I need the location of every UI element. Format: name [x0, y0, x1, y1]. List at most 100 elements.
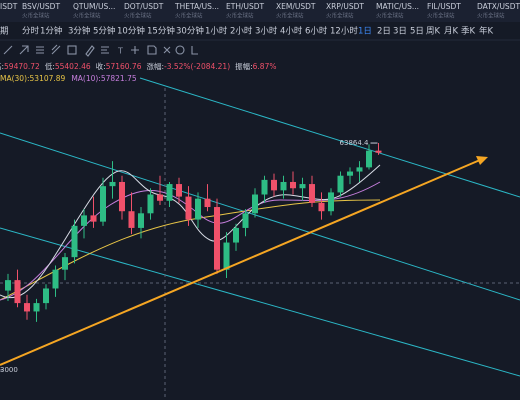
- tab-name[interactable]: DATX/USDT: [477, 2, 520, 11]
- tool-lock[interactable]: [191, 46, 198, 55]
- tool-pen[interactable]: [85, 45, 95, 57]
- tab-sub: 火币全球站: [427, 12, 455, 20]
- timeframe[interactable]: 季K: [461, 26, 476, 37]
- timeframe[interactable]: 15分钟: [147, 26, 175, 37]
- tool-channel[interactable]: [51, 44, 61, 55]
- candle-body: [280, 181, 287, 191]
- tool-line[interactable]: [3, 45, 13, 55]
- tab-sub: 火币全球站: [124, 12, 152, 20]
- timeframe[interactable]: 1小时: [205, 26, 228, 37]
- high-label: 63864.4: [340, 139, 369, 147]
- tool-rect[interactable]: [67, 45, 77, 55]
- candle-body: [223, 242, 230, 270]
- tab-name[interactable]: ISDT: [0, 2, 18, 11]
- timeframe[interactable]: 3日: [393, 27, 407, 37]
- channel-line: [139, 77, 520, 198]
- tab-name[interactable]: THETA/US...: [174, 2, 219, 11]
- candle-body: [290, 181, 296, 189]
- candle-body: [375, 150, 382, 153]
- tool-clear[interactable]: [163, 46, 171, 54]
- timeframe[interactable]: 3小时: [255, 26, 278, 37]
- candle-body: [119, 181, 125, 212]
- stat-value: -3.52%(-2084.21): [164, 62, 230, 71]
- timeframe[interactable]: 分时: [22, 26, 40, 37]
- candle-body: [109, 181, 116, 187]
- tab-bar: [0, 0, 520, 22]
- tab-name[interactable]: BSV/USDT: [22, 2, 60, 11]
- tab-name[interactable]: QTUM/US...: [73, 2, 115, 11]
- candle-body: [299, 184, 306, 189]
- candle-body: [328, 192, 334, 212]
- timeframe[interactable]: 5日: [410, 27, 424, 37]
- stat-label: 低:: [45, 61, 55, 71]
- timeframe[interactable]: 5分钟: [93, 26, 115, 37]
- tool-fib[interactable]: [101, 46, 109, 54]
- timeframe[interactable]: 2日: [377, 27, 391, 37]
- stat-label: 高:: [0, 61, 4, 71]
- candle-body: [309, 184, 315, 203]
- timeframe[interactable]: 2小时: [230, 26, 253, 37]
- tool-save[interactable]: [147, 45, 157, 55]
- ma-label: MA(30):53107.89: [0, 74, 66, 83]
- tab-name[interactable]: MATIC/US...: [376, 2, 419, 11]
- trend-arrow: [0, 156, 488, 366]
- tab-sub: 火币全球站: [326, 12, 354, 20]
- stat: 高:59470.72: [0, 61, 40, 71]
- timeframe[interactable]: 期: [0, 27, 9, 37]
- candle-body: [100, 186, 106, 222]
- timeframe[interactable]: 1日: [358, 27, 372, 37]
- tool-text[interactable]: T: [117, 47, 123, 56]
- timeframe[interactable]: 30分钟: [176, 26, 204, 37]
- tab-sub: 火币全球站: [226, 12, 254, 20]
- ma-label: MA(10):57821.75: [71, 74, 137, 83]
- tab-sub: 火币全球站: [477, 12, 505, 20]
- timeframe[interactable]: 12小时: [330, 26, 358, 37]
- stat: 振幅:6.87%: [235, 61, 276, 71]
- timeframe[interactable]: 周K: [426, 27, 441, 37]
- candle-body: [337, 175, 344, 193]
- timeframe[interactable]: 年K: [479, 26, 494, 37]
- stat-label: 振幅:: [235, 61, 253, 71]
- timeframe[interactable]: 月K: [444, 27, 459, 37]
- candle-body: [52, 269, 59, 289]
- stat: 涨幅:-3.52%(-2084.21): [146, 61, 230, 71]
- ma5-line: [0, 164, 381, 299]
- timeframe[interactable]: 4小时: [280, 26, 303, 37]
- candle-body: [185, 196, 192, 220]
- candle-body: [356, 167, 363, 172]
- candle-body: [366, 150, 372, 168]
- tab-sub: 火币全球站: [22, 12, 50, 20]
- tool-hline[interactable]: [36, 46, 44, 54]
- tab-name[interactable]: XEM/USDT: [276, 2, 316, 11]
- stat-value: 57160.76: [106, 62, 142, 71]
- stat: 低:55402.46: [45, 61, 91, 71]
- tool-measure[interactable]: [131, 46, 139, 54]
- candle-body: [195, 198, 201, 220]
- stat-value: 55402.46: [55, 62, 91, 71]
- timeframe[interactable]: 3分钟: [68, 26, 90, 37]
- stat-value: 59470.72: [4, 62, 40, 71]
- stat-label: 涨幅:: [146, 61, 164, 71]
- trend-line: [0, 159, 481, 366]
- tool-ray[interactable]: [19, 45, 29, 55]
- timeframe[interactable]: 10分钟: [117, 26, 145, 37]
- timeframe[interactable]: 6小时: [305, 26, 328, 37]
- candle-body: [252, 194, 258, 214]
- tab-name[interactable]: DOT/USDT: [124, 2, 164, 11]
- tab-name[interactable]: ETH/USDT: [226, 2, 265, 11]
- candle-body: [242, 213, 249, 228]
- tab-sub: 火币全球站: [376, 12, 404, 20]
- channel-line: [0, 132, 520, 301]
- candle-body: [138, 213, 144, 228]
- ui: ISDT BSV/USDT火币全球站QTUM/US...火币全球站DOT/USDT…: [0, 2, 520, 374]
- tool-magnet[interactable]: [175, 45, 185, 55]
- candle-body: [214, 207, 220, 270]
- arrow-head: [476, 156, 488, 165]
- tab-name[interactable]: FIL/USDT: [427, 2, 461, 11]
- candle-body: [157, 194, 163, 201]
- candle-body: [318, 202, 325, 212]
- tab-name[interactable]: XRP/USDT: [326, 2, 364, 11]
- candle-body: [204, 198, 211, 208]
- timeframe[interactable]: 1分钟: [40, 26, 62, 37]
